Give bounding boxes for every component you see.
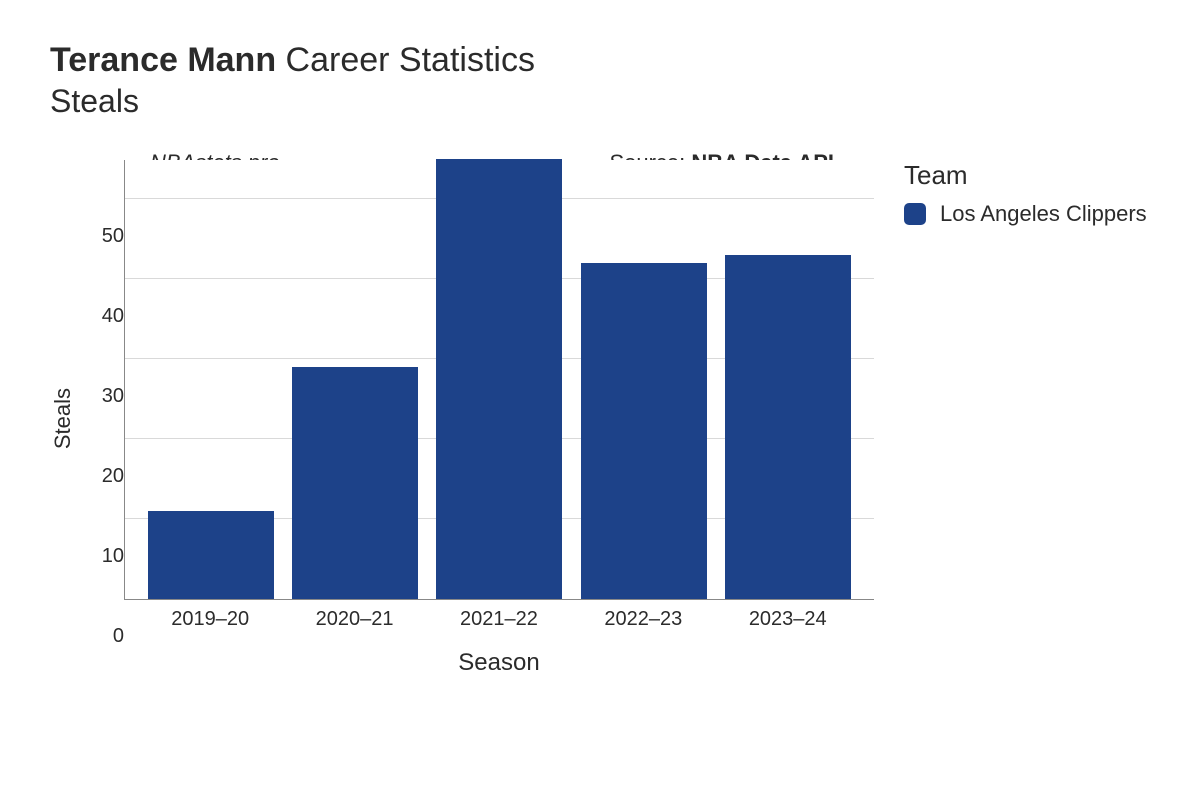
plot-wrap: Steals 0 10 20 30 40 50 2019–20 2020–21 2021–22…: [50, 160, 874, 677]
legend: Team Los Angeles Clippers: [904, 160, 1147, 227]
title-line1: Terance Mann Career Statistics: [50, 40, 1150, 81]
x-tick: 2020–21: [292, 608, 418, 631]
title-player: Terance Mann: [50, 41, 276, 79]
title-block: Terance Mann Career Statistics Steals: [50, 40, 1150, 120]
y-tick: 40: [102, 305, 124, 328]
bar: [725, 255, 851, 599]
legend-items: Los Angeles Clippers: [904, 201, 1147, 227]
y-ticks: 01020304050: [84, 198, 124, 638]
legend-label: Los Angeles Clippers: [940, 201, 1147, 227]
y-tick: 10: [102, 545, 124, 568]
legend-item: Los Angeles Clippers: [904, 201, 1147, 227]
bar: [581, 263, 707, 599]
y-tick: 30: [102, 385, 124, 408]
x-ticks: 2019–20 2020–21 2021–22 2022–23 2023–24: [124, 600, 874, 631]
title-rest: Career Statistics: [276, 41, 535, 79]
x-tick: 2019–20: [147, 608, 273, 631]
x-tick: 2022–23: [580, 608, 706, 631]
plot-area: [124, 160, 874, 600]
chart-container: Terance Mann Career Statistics Steals NB…: [0, 0, 1200, 717]
bar: [436, 159, 562, 599]
x-tick: 2023–24: [725, 608, 851, 631]
title-subtitle: Steals: [50, 83, 1150, 120]
legend-title: Team: [904, 160, 1147, 191]
y-tick: 20: [102, 465, 124, 488]
y-tick: 50: [102, 225, 124, 248]
legend-swatch: [904, 203, 926, 225]
x-axis-title: Season: [124, 649, 874, 677]
y-axis-title: Steals: [50, 388, 76, 449]
y-tick: 0: [113, 625, 124, 648]
bar: [292, 367, 418, 599]
chart-block: NBAstats.pro Source: NBA Data API Steals…: [50, 150, 874, 677]
bar: [148, 511, 274, 599]
bars: [125, 160, 874, 599]
x-tick: 2021–22: [436, 608, 562, 631]
chart-row: NBAstats.pro Source: NBA Data API Steals…: [50, 150, 1150, 677]
